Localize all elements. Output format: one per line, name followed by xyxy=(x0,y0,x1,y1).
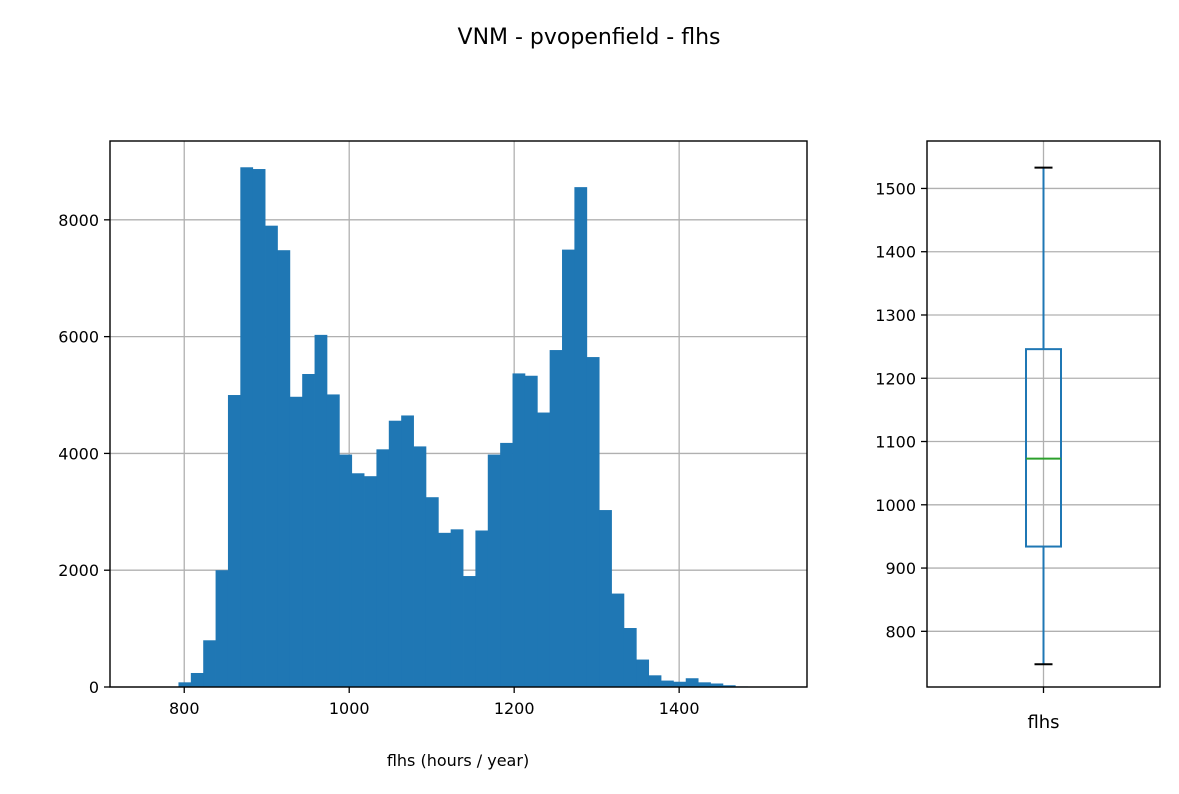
histogram-bar xyxy=(314,334,328,687)
histogram-bar xyxy=(240,167,254,687)
boxplot-body xyxy=(1025,166,1062,666)
histogram-bar xyxy=(710,683,724,687)
histogram-bar xyxy=(549,350,563,687)
histogram-bar xyxy=(475,530,489,687)
histogram-bar xyxy=(265,225,278,687)
boxplot-y-tick-label: 1200 xyxy=(875,369,916,388)
histogram-bars xyxy=(178,167,761,688)
histogram-bar xyxy=(685,678,699,687)
histogram-x-tick-label: 1200 xyxy=(494,699,535,718)
histogram-bar xyxy=(661,680,674,687)
boxplot-x-tick-label: flhs xyxy=(1027,712,1059,733)
histogram-bar xyxy=(500,442,513,687)
histogram-x-ticks: 800 1000 1200 1400 xyxy=(169,687,700,718)
histogram-bar xyxy=(524,375,538,687)
histogram-bar xyxy=(326,394,340,687)
boxplot-y-tick-label: 900 xyxy=(885,559,916,578)
histogram-bar xyxy=(376,449,390,687)
histogram-y-tick-label: 4000 xyxy=(58,444,99,463)
histogram-panel: 800 1000 1200 1400 0 2000 4000 6000 8000 flhs (… xyxy=(58,140,808,770)
histogram-bar xyxy=(611,593,625,687)
histogram-bar xyxy=(586,357,600,687)
histogram-bar xyxy=(215,570,229,687)
boxplot-y-tick-label: 1100 xyxy=(875,433,916,452)
histogram-bar xyxy=(351,473,365,687)
histogram-y-tick-label: 0 xyxy=(89,678,99,697)
histogram-bar xyxy=(636,659,650,687)
histogram-bar xyxy=(178,682,192,687)
histogram-frame xyxy=(109,140,808,688)
histogram-x-tick-label: 800 xyxy=(169,699,200,718)
histogram-x-tick-label: 1000 xyxy=(329,699,370,718)
histogram-bar xyxy=(277,250,291,687)
histogram-bar xyxy=(388,420,402,687)
histogram-bar xyxy=(227,395,241,687)
histogram-bar xyxy=(512,373,526,687)
boxplot-y-tick-label: 800 xyxy=(885,622,916,641)
histogram-bar xyxy=(339,454,353,687)
histogram-bar xyxy=(562,249,575,688)
histogram-y-tick-label: 6000 xyxy=(58,328,99,347)
boxplot-panel: 800 900 1000 1100 1200 1300 1400 1500 flhs xyxy=(875,140,1161,733)
boxplot-y-tick-label: 1400 xyxy=(875,243,916,262)
boxplot-y-tick-label: 1000 xyxy=(875,496,916,515)
histogram-y-tick-label: 8000 xyxy=(58,211,99,230)
histogram-bar xyxy=(413,446,427,687)
histogram-bar xyxy=(401,415,414,687)
boxplot-y-tick-label: 1500 xyxy=(875,179,916,198)
boxplot-y-tick-label: 1300 xyxy=(875,306,916,325)
histogram-bar xyxy=(438,532,452,687)
histogram-y-ticks: 0 2000 4000 6000 8000 xyxy=(58,211,110,697)
boxplot-iqr-box xyxy=(1025,348,1062,548)
histogram-bar xyxy=(450,529,464,687)
histogram-y-tick-label: 2000 xyxy=(58,561,99,580)
boxplot-x-ticks: flhs xyxy=(1027,687,1060,733)
histogram-bar xyxy=(463,576,476,687)
histogram-bar xyxy=(648,675,662,687)
histogram-bar xyxy=(425,497,439,687)
histogram-bar xyxy=(599,510,612,687)
histogram-x-tick-label: 1400 xyxy=(659,699,700,718)
histogram-bar xyxy=(574,187,588,687)
histogram-bar xyxy=(289,396,303,687)
histogram-x-axis-label: flhs (hours / year) xyxy=(387,751,529,770)
histogram-bar xyxy=(302,373,315,687)
histogram-bar xyxy=(722,685,736,687)
figure-title: VNM - pvopenfield - flhs xyxy=(458,25,721,50)
histogram-bar xyxy=(190,672,204,687)
histogram-bar xyxy=(252,169,266,687)
histogram-bar xyxy=(364,476,377,687)
histogram-bar xyxy=(203,640,216,687)
boxplot-y-ticks: 800 900 1000 1100 1200 1300 1400 1500 xyxy=(875,179,927,641)
histogram-bar xyxy=(673,681,687,687)
histogram-bar xyxy=(487,454,501,687)
histogram-bar xyxy=(698,682,711,687)
histogram-bar xyxy=(537,412,551,687)
histogram-bar xyxy=(623,628,637,687)
